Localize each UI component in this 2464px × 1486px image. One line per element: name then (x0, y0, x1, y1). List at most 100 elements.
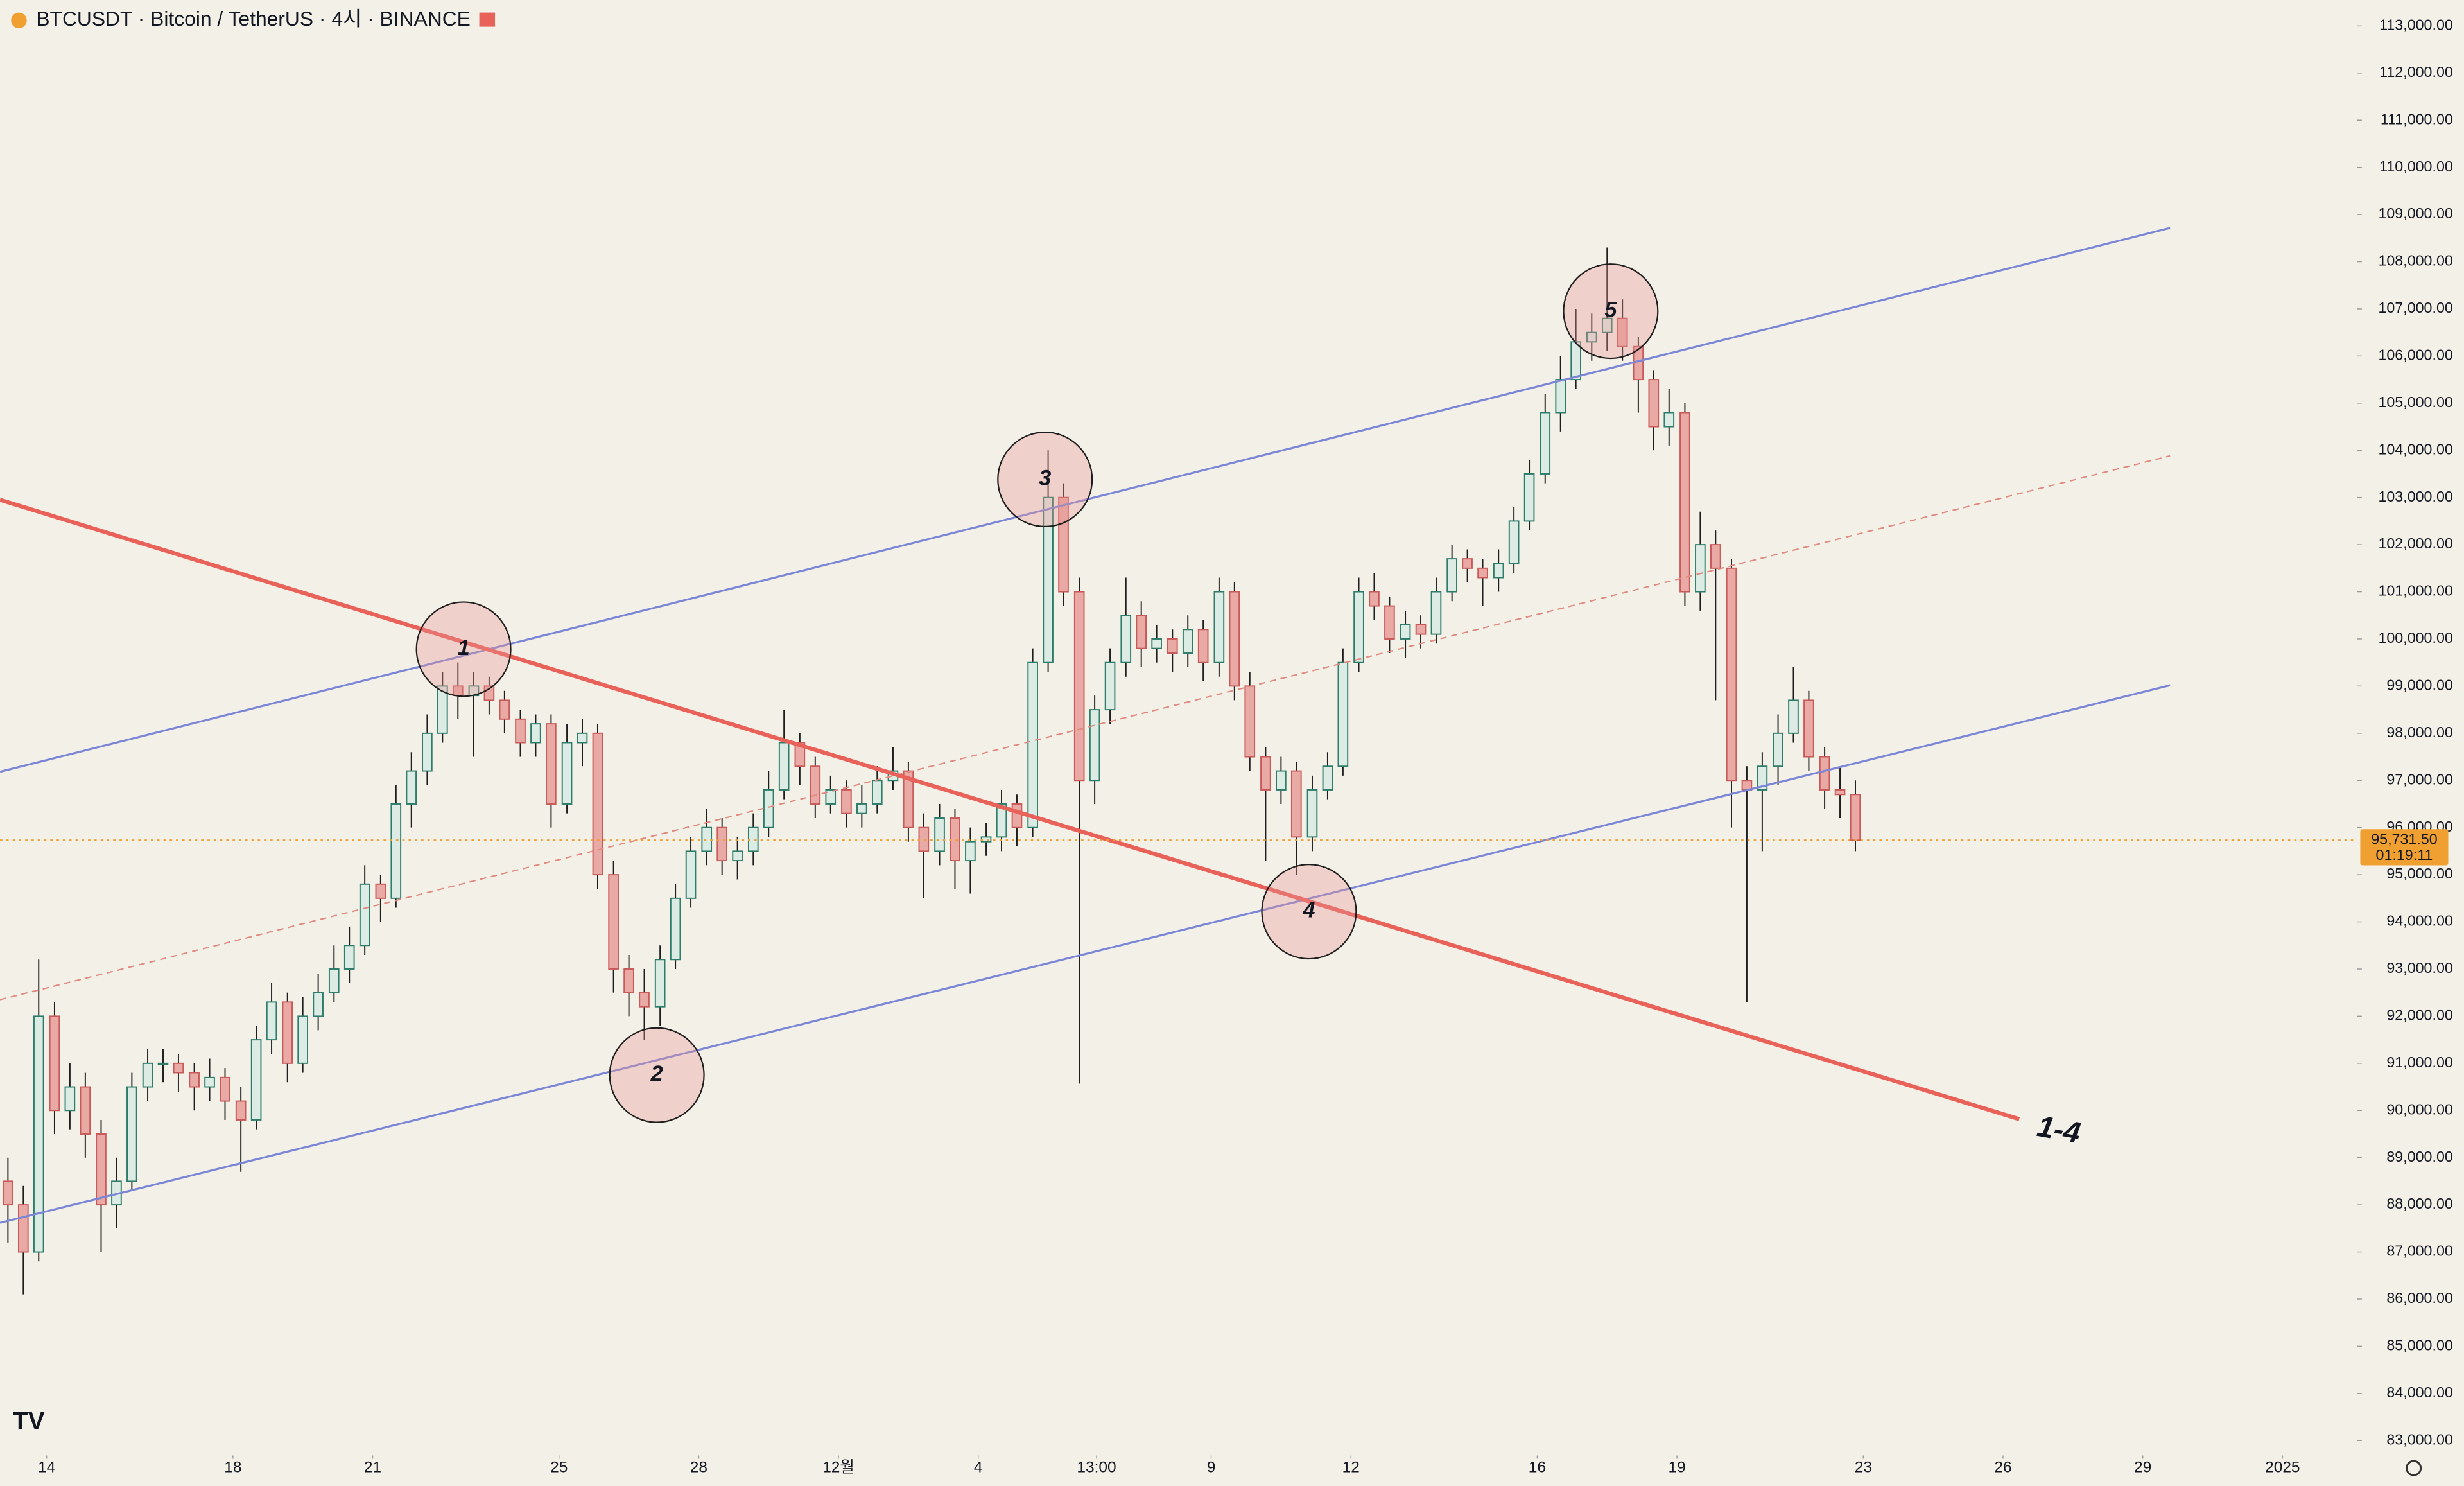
x-tick-label: 9 (1207, 1459, 1216, 1476)
candle-body (1788, 699, 1799, 734)
y-tick-label: 109,000.00 (2378, 205, 2452, 222)
candle-body (1260, 756, 1271, 791)
candle-body (1462, 558, 1473, 569)
candle-body (359, 883, 370, 947)
settings-icon[interactable] (2406, 1460, 2422, 1476)
candle-body (546, 723, 557, 805)
wave-marker (1563, 263, 1659, 360)
x-tick-label: 12월 (822, 1459, 855, 1476)
candle-body (157, 1062, 169, 1065)
candle-body (1027, 661, 1038, 828)
x-tick-label: 23 (1855, 1459, 1872, 1476)
candle-body (235, 1100, 247, 1121)
y-tick-label: 99,000.00 (2386, 677, 2453, 694)
candle-body (515, 718, 526, 744)
candle-body (1213, 591, 1225, 663)
wave-label: 1 (458, 636, 470, 660)
wave-label: 4 (1302, 898, 1315, 923)
x-tick-label: 13:00 (1077, 1459, 1116, 1476)
y-tick-label: 107,000.00 (2378, 299, 2452, 316)
wave-marker (609, 1027, 705, 1123)
y-tick-label: 110,000.00 (2379, 158, 2453, 175)
y-tick-label: 93,000.00 (2386, 959, 2453, 976)
candle-body (701, 826, 713, 852)
candle-body (328, 968, 340, 993)
candle-body (577, 732, 588, 744)
y-tick-label: 102,000.00 (2378, 535, 2452, 552)
candle-body (3, 1180, 13, 1206)
candle-body (747, 826, 759, 852)
candle-body (1197, 629, 1209, 663)
candle-body (685, 850, 697, 899)
candle-body (918, 826, 930, 852)
x-tick-label: 28 (690, 1459, 707, 1476)
candle-body (732, 850, 743, 862)
channel-upper (0, 227, 2171, 773)
candle-body (1353, 591, 1364, 663)
candle-body (608, 874, 619, 970)
y-tick-label: 101,000.00 (2378, 582, 2452, 599)
candle-body (375, 883, 386, 899)
candle-body (670, 897, 681, 961)
y-tick-label: 100,000.00 (2378, 629, 2452, 646)
x-tick-label: 26 (1994, 1459, 2011, 1476)
x-tick-label: 21 (364, 1459, 381, 1476)
candle-body (1322, 765, 1333, 791)
candle-body (980, 836, 992, 843)
candle-body (1290, 770, 1302, 838)
candle-body (623, 968, 634, 993)
y-tick-label: 83,000.00 (2386, 1431, 2453, 1447)
y-tick-label: 104,000.00 (2378, 441, 2452, 457)
candle-body (530, 723, 541, 744)
candle-body (1415, 624, 1427, 635)
candle-body (1710, 544, 1721, 569)
candle-body (437, 685, 448, 734)
candle-body (204, 1076, 215, 1088)
candle-body (297, 1015, 308, 1064)
candle-body (18, 1204, 29, 1253)
candle-body (592, 732, 603, 876)
y-tick-label: 94,000.00 (2386, 913, 2453, 929)
y-tick-label: 90,000.00 (2386, 1101, 2453, 1117)
candle-body (1167, 638, 1178, 654)
candle-body (778, 742, 790, 791)
candle-body (1834, 789, 1846, 796)
candle-body (1369, 591, 1380, 607)
countdown-label: 01:19:11 (2376, 846, 2433, 863)
wave-label: 5 (1604, 298, 1617, 322)
candle-body (390, 803, 402, 899)
x-tick-label: 12 (1342, 1459, 1360, 1476)
candle-body (1663, 412, 1675, 428)
y-tick-label: 85,000.00 (2386, 1337, 2453, 1354)
candle-body (996, 803, 1007, 838)
candle-body (266, 1001, 277, 1041)
candle-body (1679, 412, 1690, 593)
x-tick-label: 18 (224, 1459, 241, 1476)
candle-body (561, 742, 573, 805)
candle-body (1229, 591, 1240, 687)
candle-body (189, 1072, 200, 1088)
channel-lower (0, 684, 2171, 1224)
candle-body (716, 826, 728, 862)
candle-body (499, 699, 510, 720)
candle-body (1104, 661, 1116, 711)
candle-body (1430, 591, 1442, 635)
wave-marker (1261, 864, 1357, 960)
x-tick-label: 16 (1529, 1459, 1546, 1476)
candle-body (1773, 732, 1783, 767)
y-tick-label: 92,000.00 (2386, 1007, 2453, 1024)
candle-body (1803, 699, 1814, 758)
y-tick-label: 88,000.00 (2386, 1195, 2453, 1212)
wave-marker (997, 431, 1093, 528)
candle-body (1151, 638, 1162, 649)
candle-body (422, 732, 433, 772)
candle-body (856, 803, 867, 814)
candle-body (1043, 496, 1054, 663)
chart-title: BTCUSDT · Bitcoin / TetherUS · 4시 · BINA… (36, 7, 471, 30)
logo: TV (13, 1407, 45, 1435)
candle-body (1306, 789, 1318, 838)
y-tick-label: 95,000.00 (2386, 865, 2453, 882)
candle-body (1058, 496, 1069, 593)
